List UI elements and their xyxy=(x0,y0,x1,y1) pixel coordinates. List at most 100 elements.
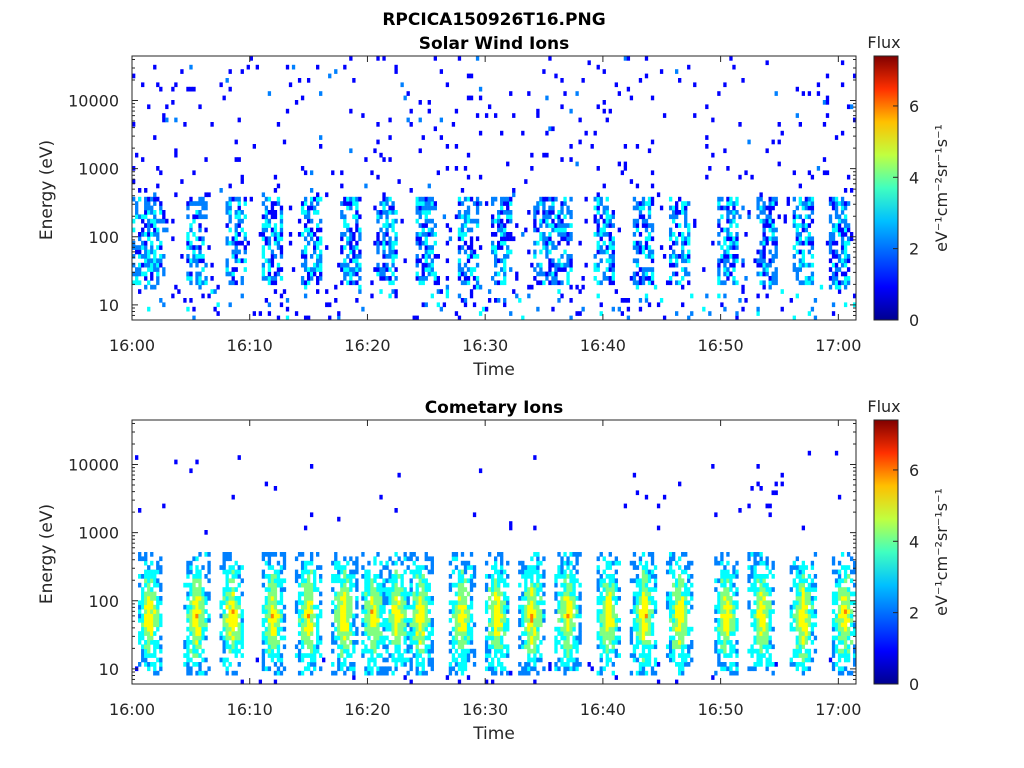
heatmap-cell xyxy=(608,267,612,272)
heatmap-cell xyxy=(415,622,419,628)
heatmap-cell xyxy=(147,565,151,570)
heatmap-cell xyxy=(309,267,314,272)
heatmap-cell xyxy=(135,276,139,281)
heatmap-cell xyxy=(524,618,528,623)
heatmap-cell xyxy=(690,604,694,610)
heatmap-cell xyxy=(349,613,353,619)
heatmap-cell xyxy=(270,232,275,237)
heatmap-cell xyxy=(605,565,609,570)
heatmap-cell xyxy=(418,196,422,202)
heatmap-cell xyxy=(771,258,775,264)
heatmap-cell xyxy=(810,254,815,259)
heatmap-cell xyxy=(210,276,214,281)
heatmap-cell xyxy=(500,201,504,206)
heatmap-cell xyxy=(373,205,377,211)
heatmap-cell xyxy=(189,468,193,474)
heatmap-cell xyxy=(382,635,386,641)
heatmap-cell xyxy=(602,596,606,601)
heatmap-cell xyxy=(319,640,323,645)
heatmap-cell xyxy=(497,662,501,667)
heatmap-cell xyxy=(738,298,742,303)
heatmap-cell xyxy=(418,604,422,610)
heatmap-cell xyxy=(608,254,612,259)
heatmap-cell xyxy=(846,201,851,206)
heatmap-cell xyxy=(382,565,386,570)
heatmap-cell xyxy=(379,271,383,277)
heatmap-cell xyxy=(678,596,682,601)
heatmap-cell xyxy=(599,596,603,601)
heatmap-cell xyxy=(463,223,468,228)
heatmap-cell xyxy=(222,618,226,623)
heatmap-cell xyxy=(521,560,525,566)
heatmap-cell xyxy=(424,591,428,597)
heatmap-cell xyxy=(635,657,640,663)
heatmap-cell xyxy=(472,582,477,588)
heatmap-cell xyxy=(243,267,247,272)
heatmap-cell xyxy=(162,210,166,215)
heatmap-cell xyxy=(201,609,205,614)
heatmap-cell xyxy=(466,95,471,101)
heatmap-cell xyxy=(596,600,600,606)
heatmap-cell xyxy=(684,236,688,242)
heatmap-cell xyxy=(355,582,359,588)
heatmap-cell xyxy=(635,600,640,606)
heatmap-cell xyxy=(602,108,606,114)
heatmap-cell xyxy=(569,560,573,566)
heatmap-cell xyxy=(726,271,730,277)
heatmap-cell xyxy=(831,280,836,286)
heatmap-cell xyxy=(801,218,806,224)
heatmap-cell xyxy=(653,604,658,610)
heatmap-cell xyxy=(276,267,281,272)
heatmap-cell xyxy=(385,218,389,224)
heatmap-cell xyxy=(388,618,392,623)
heatmap-cell xyxy=(460,626,465,632)
heatmap-cell xyxy=(261,635,266,641)
heatmap-cell xyxy=(195,609,199,614)
heatmap-cell xyxy=(750,609,754,614)
heatmap-cell xyxy=(599,214,603,220)
heatmap-cell xyxy=(313,267,317,272)
heatmap-cell xyxy=(750,582,754,588)
heatmap-cell xyxy=(484,609,489,614)
heatmap-cell xyxy=(533,631,537,636)
heatmap-cell xyxy=(490,622,495,628)
heatmap-cell xyxy=(497,591,501,597)
heatmap-cell xyxy=(626,56,631,61)
heatmap-cell xyxy=(132,179,136,184)
heatmap-cell xyxy=(183,604,187,610)
heatmap-cell xyxy=(723,653,727,658)
heatmap-cell xyxy=(539,232,543,237)
heatmap-cell xyxy=(313,196,317,202)
heatmap-cell xyxy=(309,201,314,206)
heatmap-cell xyxy=(334,552,338,557)
heatmap-cell xyxy=(382,600,386,606)
heatmap-cell xyxy=(521,604,525,610)
heatmap-cell xyxy=(198,631,202,636)
heatmap-cell xyxy=(343,218,347,224)
heatmap-cell xyxy=(382,640,386,645)
heatmap-cell xyxy=(768,236,772,242)
heatmap-cell xyxy=(569,622,573,628)
heatmap-cell xyxy=(735,201,739,206)
heatmap-cell xyxy=(403,635,407,641)
heatmap-cell xyxy=(270,600,275,606)
heatmap-cell xyxy=(542,666,546,672)
heatmap-cell xyxy=(684,657,688,663)
heatmap-cell xyxy=(276,232,281,237)
heatmap-cell xyxy=(602,223,606,228)
heatmap-cell xyxy=(270,644,275,650)
heatmap-cell xyxy=(162,113,166,118)
heatmap-cell xyxy=(500,604,504,610)
heatmap-cell xyxy=(638,210,643,215)
heatmap-cell xyxy=(497,214,501,220)
heatmap-cell xyxy=(457,640,462,645)
heatmap-cell xyxy=(478,174,483,180)
heatmap-cell xyxy=(484,113,489,118)
heatmap-cell xyxy=(602,183,606,189)
heatmap-cell xyxy=(424,249,428,255)
heatmap-cell xyxy=(343,662,347,667)
heatmap-cell xyxy=(840,240,845,246)
heatmap-cell xyxy=(569,604,573,610)
heatmap-cell xyxy=(563,613,567,619)
heatmap-cell xyxy=(204,530,208,535)
